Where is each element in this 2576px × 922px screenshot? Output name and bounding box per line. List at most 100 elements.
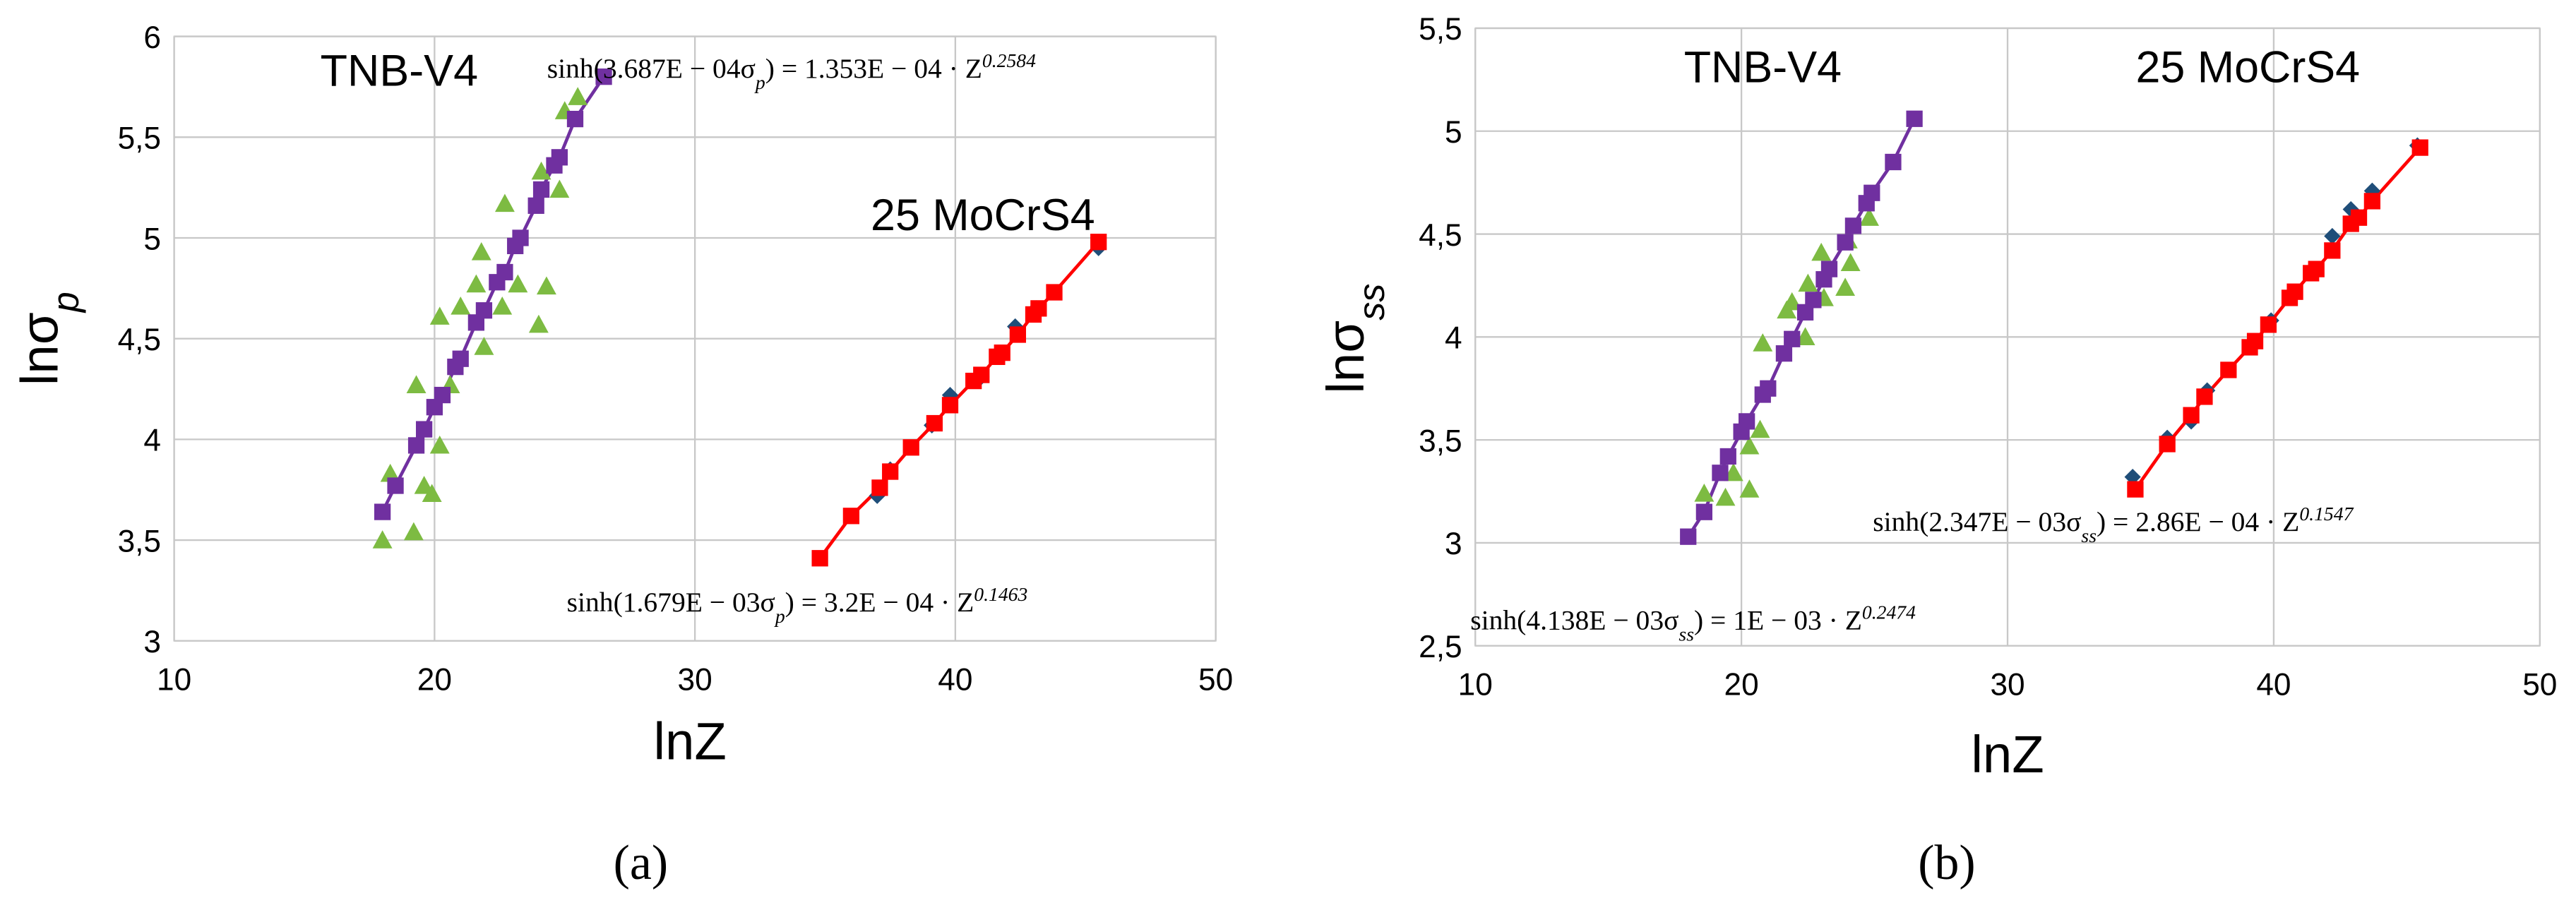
data-point [1859,208,1879,226]
annotation-part: TNB-V4 [1684,43,1842,92]
caption: (b) [1918,836,1975,890]
data-point [531,161,551,180]
data-point [2183,407,2200,424]
y-tick-label: 3,5 [118,524,161,558]
data-point [1719,448,1736,465]
data-point [374,503,391,520]
y-tick-label: 3 [143,625,161,659]
x-tick-label: 50 [2522,668,2557,702]
data-point [994,345,1010,361]
y-tick-label: 4 [143,424,161,458]
data-point [551,149,568,166]
data-point [380,463,400,482]
data-point [415,421,433,438]
data-point [2246,333,2264,349]
x-axis-label: lnZ [1971,725,2044,784]
data-point [1750,419,1770,438]
data-point [1760,380,1777,397]
data-point [2411,139,2428,156]
x-tick-label: 40 [938,663,972,698]
data-point [566,110,584,128]
equation-part: sinh(2.347E − 03σ [1873,506,2081,537]
equation: sinh(1.679E − 03σp) = 3.2E − 04 · Z0.146… [567,582,1028,626]
data-point [512,229,529,246]
annotation-part: TNB-V4 [321,46,478,95]
y-tick-label: 5 [143,222,161,256]
data-point [1844,217,1862,234]
data-point [1046,284,1063,301]
y-axis-label-part: lnσ [1316,321,1375,394]
equation-part: sinh(1.679E − 03σ [567,587,775,618]
annotation: TNB-V4 [1684,43,1842,92]
data-point [422,484,442,503]
equation-part: ) = 2.86E − 04 · Z [2097,506,2299,537]
data-point [2159,436,2176,453]
annotation: 25 MoCrS4 [2135,43,2360,92]
data-point [451,297,471,315]
x-axis-label: lnZ [653,712,726,770]
data-point [407,437,425,454]
data-point [1798,273,1818,292]
data-point [1796,304,1814,321]
data-point [1795,327,1815,345]
chart: 3 3,5 4 4,5 5 5,5 6 10 20 30 40 50 TNB-V4 25 MoCrS4 si… [10,20,1233,890]
data-point [2286,283,2303,300]
equation: sinh(2.347E − 03σss) = 2.86E − 04 · Z0.1… [1873,502,2354,546]
data-point [842,508,860,525]
y-axis-label-part: lnσ [10,312,68,385]
x-tick-label: 30 [1990,668,2025,702]
equation-part: ss [1678,623,1694,645]
y-tick-label: 5,5 [1419,12,1462,47]
data-point [1805,292,1822,309]
x-tick-label: 40 [2256,668,2291,702]
data-point [926,414,943,432]
data-point [429,435,450,454]
data-point [568,87,588,105]
data-point [475,302,493,319]
data-point [1885,153,1902,171]
data-point [2260,316,2277,333]
data-point [1811,242,1832,261]
data-point [1835,277,1856,296]
data-point [474,337,494,355]
data-point [902,439,919,456]
data-point [941,397,959,414]
y-tick-label: 2,5 [1419,630,1462,664]
data-point [2350,209,2368,226]
data-point [406,375,427,393]
annotation: 25 MoCrS4 [871,191,1095,240]
data-point [2324,227,2341,245]
data-point [2127,481,2144,498]
y-axis-label: lnσss [1316,284,1393,394]
equation-part: p [774,604,785,626]
y-tick-label: 4,5 [1419,218,1462,253]
data-point [1906,110,1923,127]
equation-part: sinh(3.687E − 04σ [547,53,756,84]
data-point [1090,234,1107,251]
data-point [532,181,550,198]
data-point [1009,326,1027,343]
equation-part: 0.2474 [1862,601,1916,623]
equation-part: 0.1547 [2299,502,2354,524]
data-point [882,463,899,480]
data-point [1753,333,1773,352]
data-point [1782,292,1802,311]
data-point [595,68,612,85]
data-point [1820,261,1838,277]
data-point [2308,261,2325,277]
data-point [1030,300,1047,317]
data-point [1715,487,1736,506]
annotation: TNB-V4 [321,46,478,95]
data-point [1837,234,1854,251]
data-point [1840,253,1861,272]
y-tick-label: 4 [1445,321,1462,356]
equation: sinh(4.138E − 03σss) = 1E − 03 · Z0.2474 [1470,601,1916,645]
data-point [1694,483,1715,502]
data-point [1712,465,1729,481]
x-tick-label: 20 [417,663,452,698]
x-axis-label-part: lnZ [653,712,726,770]
y-axis-label-part: ss [1352,284,1393,321]
equation-part: 0.1463 [974,582,1027,604]
